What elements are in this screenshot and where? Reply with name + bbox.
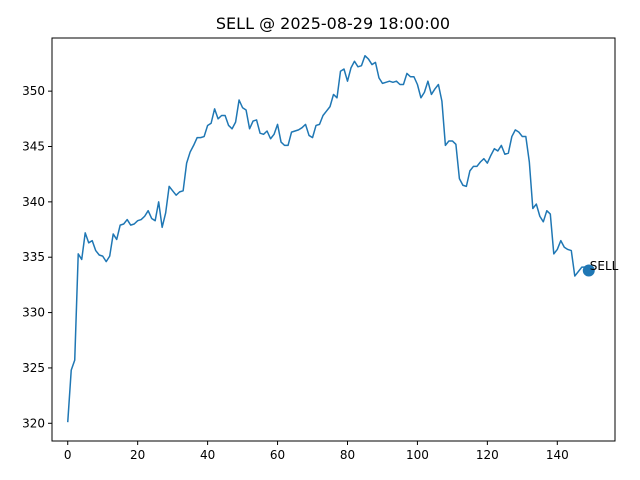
y-tick-label: 345 [22,140,45,154]
x-tick-label: 140 [546,448,569,462]
x-tick-label: 80 [340,448,355,462]
y-tick-label: 330 [22,306,45,320]
y-tick-label: 320 [22,416,45,430]
axes: 0 20 40 60 80 100 120 140 320 325 330 335 340 345 350 [22,84,569,462]
sell-marker [582,264,595,277]
x-tick-label: 40 [200,448,215,462]
sell-annotation-label: SELL [590,259,619,273]
y-tick-label: 350 [22,84,45,98]
x-tick-label: 120 [476,448,499,462]
x-tick-label: 60 [270,448,285,462]
plot-area: SELL [66,54,619,423]
axes-frame [51,37,616,442]
x-tick-label: 0 [64,448,72,462]
price-series-line-0 [66,54,590,423]
y-tick-label: 340 [22,195,45,209]
x-tick-label: 20 [130,448,145,462]
y-tick-label: 325 [22,361,45,375]
chart-title: SELL @ 2025-08-29 18:00:00 [216,14,450,33]
x-tick-label: 100 [406,448,429,462]
y-tick-label: 335 [22,250,45,264]
